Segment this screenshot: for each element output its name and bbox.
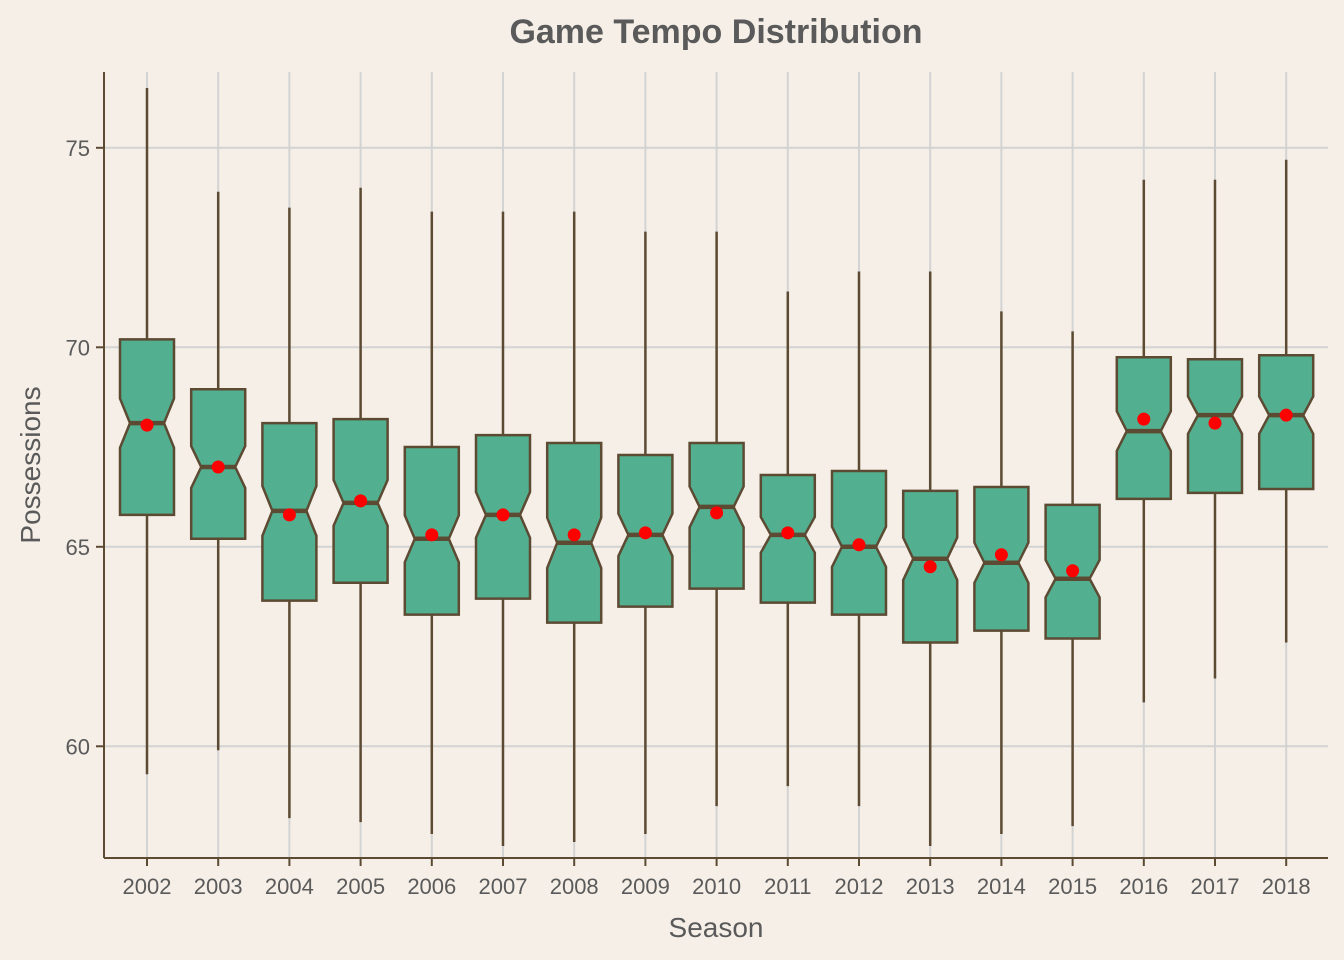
mean-point: [211, 460, 225, 474]
box-2015: [1044, 331, 1101, 827]
chart-title: Game Tempo Distribution: [509, 13, 922, 51]
box-2002: [118, 87, 176, 775]
mean-point: [994, 548, 1008, 562]
mean-point: [923, 560, 937, 574]
mean-point: [1137, 412, 1151, 426]
x-tick-label: 2014: [977, 874, 1026, 899]
mean-point: [140, 418, 154, 432]
mean-point: [425, 528, 439, 542]
box-body: [1115, 356, 1173, 501]
y-tick-label: 60: [66, 734, 90, 759]
x-tick-label: 2004: [265, 874, 314, 899]
box-2017: [1186, 179, 1244, 679]
box-2018: [1257, 159, 1315, 643]
box-2006: [403, 211, 461, 835]
mean-point: [1066, 564, 1080, 578]
x-tick-label: 2015: [1048, 874, 1097, 899]
mean-point: [354, 494, 368, 508]
y-tick-label: 70: [66, 335, 90, 360]
box-2011: [759, 291, 817, 787]
x-tick-label: 2003: [194, 874, 243, 899]
x-tick-label: 2005: [336, 874, 385, 899]
x-tick-label: 2012: [835, 874, 884, 899]
box-2016: [1115, 179, 1173, 703]
x-tick-label: 2016: [1119, 874, 1168, 899]
box-group: [118, 87, 1315, 847]
x-tick-label: 2013: [906, 874, 955, 899]
x-tick-label: 2002: [123, 874, 172, 899]
mean-point: [1208, 416, 1222, 430]
y-axis-title: Possessions: [15, 386, 46, 543]
mean-point: [496, 508, 510, 522]
mean-point: [852, 538, 866, 552]
y-tick-label: 75: [66, 136, 90, 161]
x-tick-label: 2011: [764, 874, 811, 899]
x-tick-label: 2008: [550, 874, 599, 899]
box-2013: [901, 271, 959, 847]
mean-point: [567, 528, 581, 542]
x-tick-label: 2006: [407, 874, 456, 899]
x-tick-label: 2017: [1191, 874, 1240, 899]
mean-point: [638, 526, 652, 540]
tick-group: 60 65 70 75 2002 2003 2004 2005 2006 2007 2008 2009…: [66, 136, 1311, 899]
box-body: [1257, 354, 1315, 491]
box-2003: [189, 191, 247, 751]
box-2004: [261, 207, 318, 819]
x-tick-label: 2009: [621, 874, 670, 899]
mean-point: [710, 506, 724, 520]
box-2009: [617, 231, 674, 835]
box-2014: [973, 311, 1030, 835]
box-2005: [332, 187, 389, 823]
x-tick-label: 2018: [1262, 874, 1311, 899]
x-tick-label: 2007: [479, 874, 528, 899]
mean-point: [1279, 408, 1293, 422]
y-tick-label: 65: [66, 535, 90, 560]
x-tick-label: 2010: [692, 874, 741, 899]
box-2007: [474, 211, 532, 847]
mean-point: [282, 508, 296, 522]
mean-point: [781, 526, 795, 540]
box-2012: [830, 271, 888, 807]
x-axis-title: Season: [669, 912, 764, 943]
box-2010: [688, 231, 745, 807]
box-2008: [545, 211, 603, 843]
